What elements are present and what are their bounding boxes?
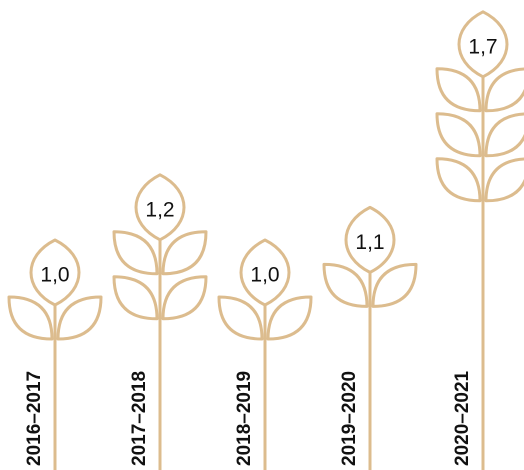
value-label: 1,2 [145, 198, 174, 221]
side-leaf [486, 69, 524, 111]
page: 1,0 2016–2017 1,2 2017–2018 1,0 2018–2019 1,1 2… [0, 0, 524, 470]
side-leaf [9, 297, 52, 339]
category-label: 2017–2018 [129, 371, 150, 466]
side-leaf [324, 264, 367, 306]
plant: 1,7 2020–2021 [437, 12, 524, 470]
plant: 1,0 2018–2019 [219, 240, 311, 470]
category-label: 2020–2021 [452, 370, 473, 466]
plant: 1,1 2019–2020 [324, 207, 416, 470]
side-leaf [486, 114, 524, 156]
value-label: 1,0 [40, 264, 69, 287]
value-label: 1,0 [250, 264, 279, 287]
category-label: 2016–2017 [24, 371, 45, 466]
side-leaf [163, 277, 206, 319]
side-leaf [437, 159, 480, 201]
value-label: 1,7 [468, 35, 497, 58]
plant: 1,2 2017–2018 [114, 175, 206, 470]
side-leaf [486, 159, 524, 201]
side-leaf [114, 277, 157, 319]
value-label: 1,1 [355, 231, 384, 254]
side-leaf [437, 114, 480, 156]
side-leaf [163, 232, 206, 274]
side-leaf [268, 297, 311, 339]
category-label: 2019–2020 [339, 371, 360, 466]
side-leaf [114, 232, 157, 274]
plant: 1,0 2016–2017 [9, 240, 101, 470]
side-leaf [437, 69, 480, 111]
side-leaf [373, 264, 416, 306]
side-leaf [58, 297, 101, 339]
side-leaf [219, 297, 262, 339]
chart: 1,0 2016–2017 1,2 2017–2018 1,0 2018–2019 1,1 2… [0, 0, 524, 470]
category-label: 2018–2019 [234, 371, 255, 466]
